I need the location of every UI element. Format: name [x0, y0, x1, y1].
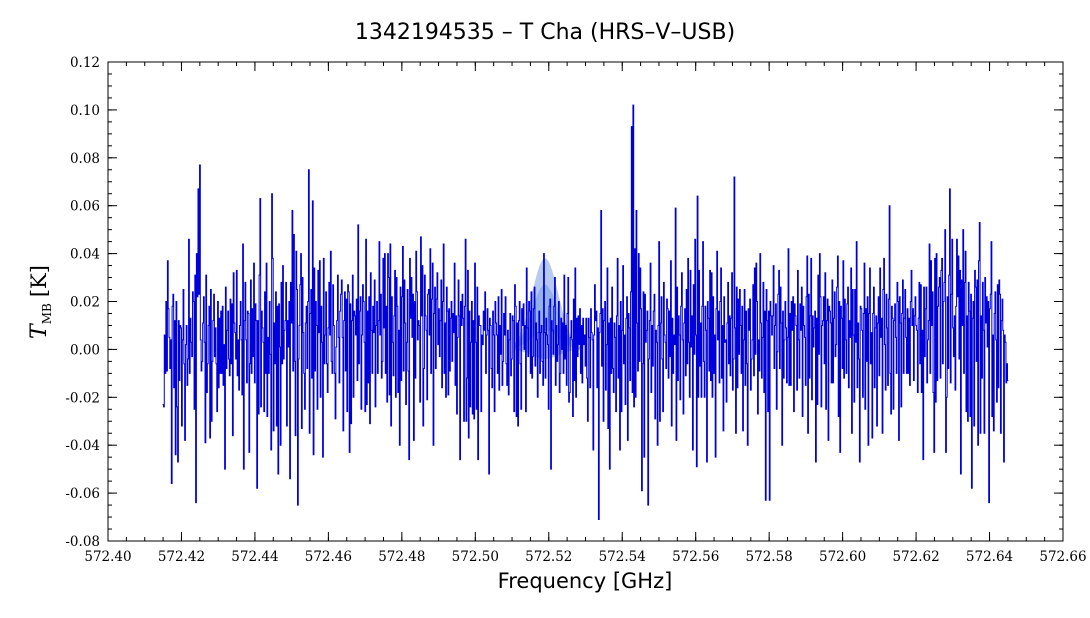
y-tick-label: -0.08: [65, 534, 100, 550]
y-tick-label: 0.00: [70, 342, 100, 358]
x-tick-label: 572.42: [158, 549, 205, 565]
x-tick-label: 572.40: [84, 549, 131, 565]
x-tick-label: 572.66: [1039, 549, 1086, 565]
y-axis-label: TMB [K]: [27, 265, 54, 339]
spectrum-series-line: [162, 104, 1009, 520]
x-tick-label: 572.64: [966, 549, 1013, 565]
x-tick-label: 572.58: [746, 549, 793, 565]
x-axis-label: Frequency [GHz]: [498, 569, 673, 593]
y-tick-label: 0.08: [70, 151, 100, 167]
x-axis: 572.40 572.42 572.44 572.46 572.48 572.50 572.…: [84, 62, 1087, 565]
y-axis: -0.08 -0.06 -0.04 -0.02 0.00 0.02 0.04 0.06 0.08…: [65, 55, 1063, 550]
x-tick-label: 572.48: [378, 549, 425, 565]
y-tick-label: 0.12: [70, 55, 100, 71]
y-axis-label-subscript: MB: [40, 303, 54, 324]
x-tick-label: 572.50: [452, 549, 499, 565]
x-tick-label: 572.62: [892, 549, 939, 565]
y-tick-label: -0.04: [65, 438, 100, 454]
x-tick-label: 572.46: [305, 549, 352, 565]
x-tick-label: 572.44: [231, 549, 278, 565]
y-tick-label: -0.02: [65, 390, 100, 406]
x-tick-label: 572.60: [819, 549, 866, 565]
y-axis-label-unit: [K]: [27, 265, 51, 297]
y-tick-label: 0.04: [70, 247, 100, 263]
y-tick-label: 0.02: [70, 295, 100, 311]
y-tick-label: -0.06: [65, 486, 100, 502]
y-axis-label-symbol: T: [27, 322, 52, 339]
x-tick-label: 572.54: [599, 549, 646, 565]
y-tick-label: 0.10: [70, 103, 100, 119]
chart-title: 1342194535 – T Cha (HRS–V–USB): [355, 20, 735, 45]
x-tick-label: 572.56: [672, 549, 719, 565]
x-tick-label: 572.52: [525, 549, 572, 565]
y-tick-label: 0.06: [70, 199, 100, 215]
